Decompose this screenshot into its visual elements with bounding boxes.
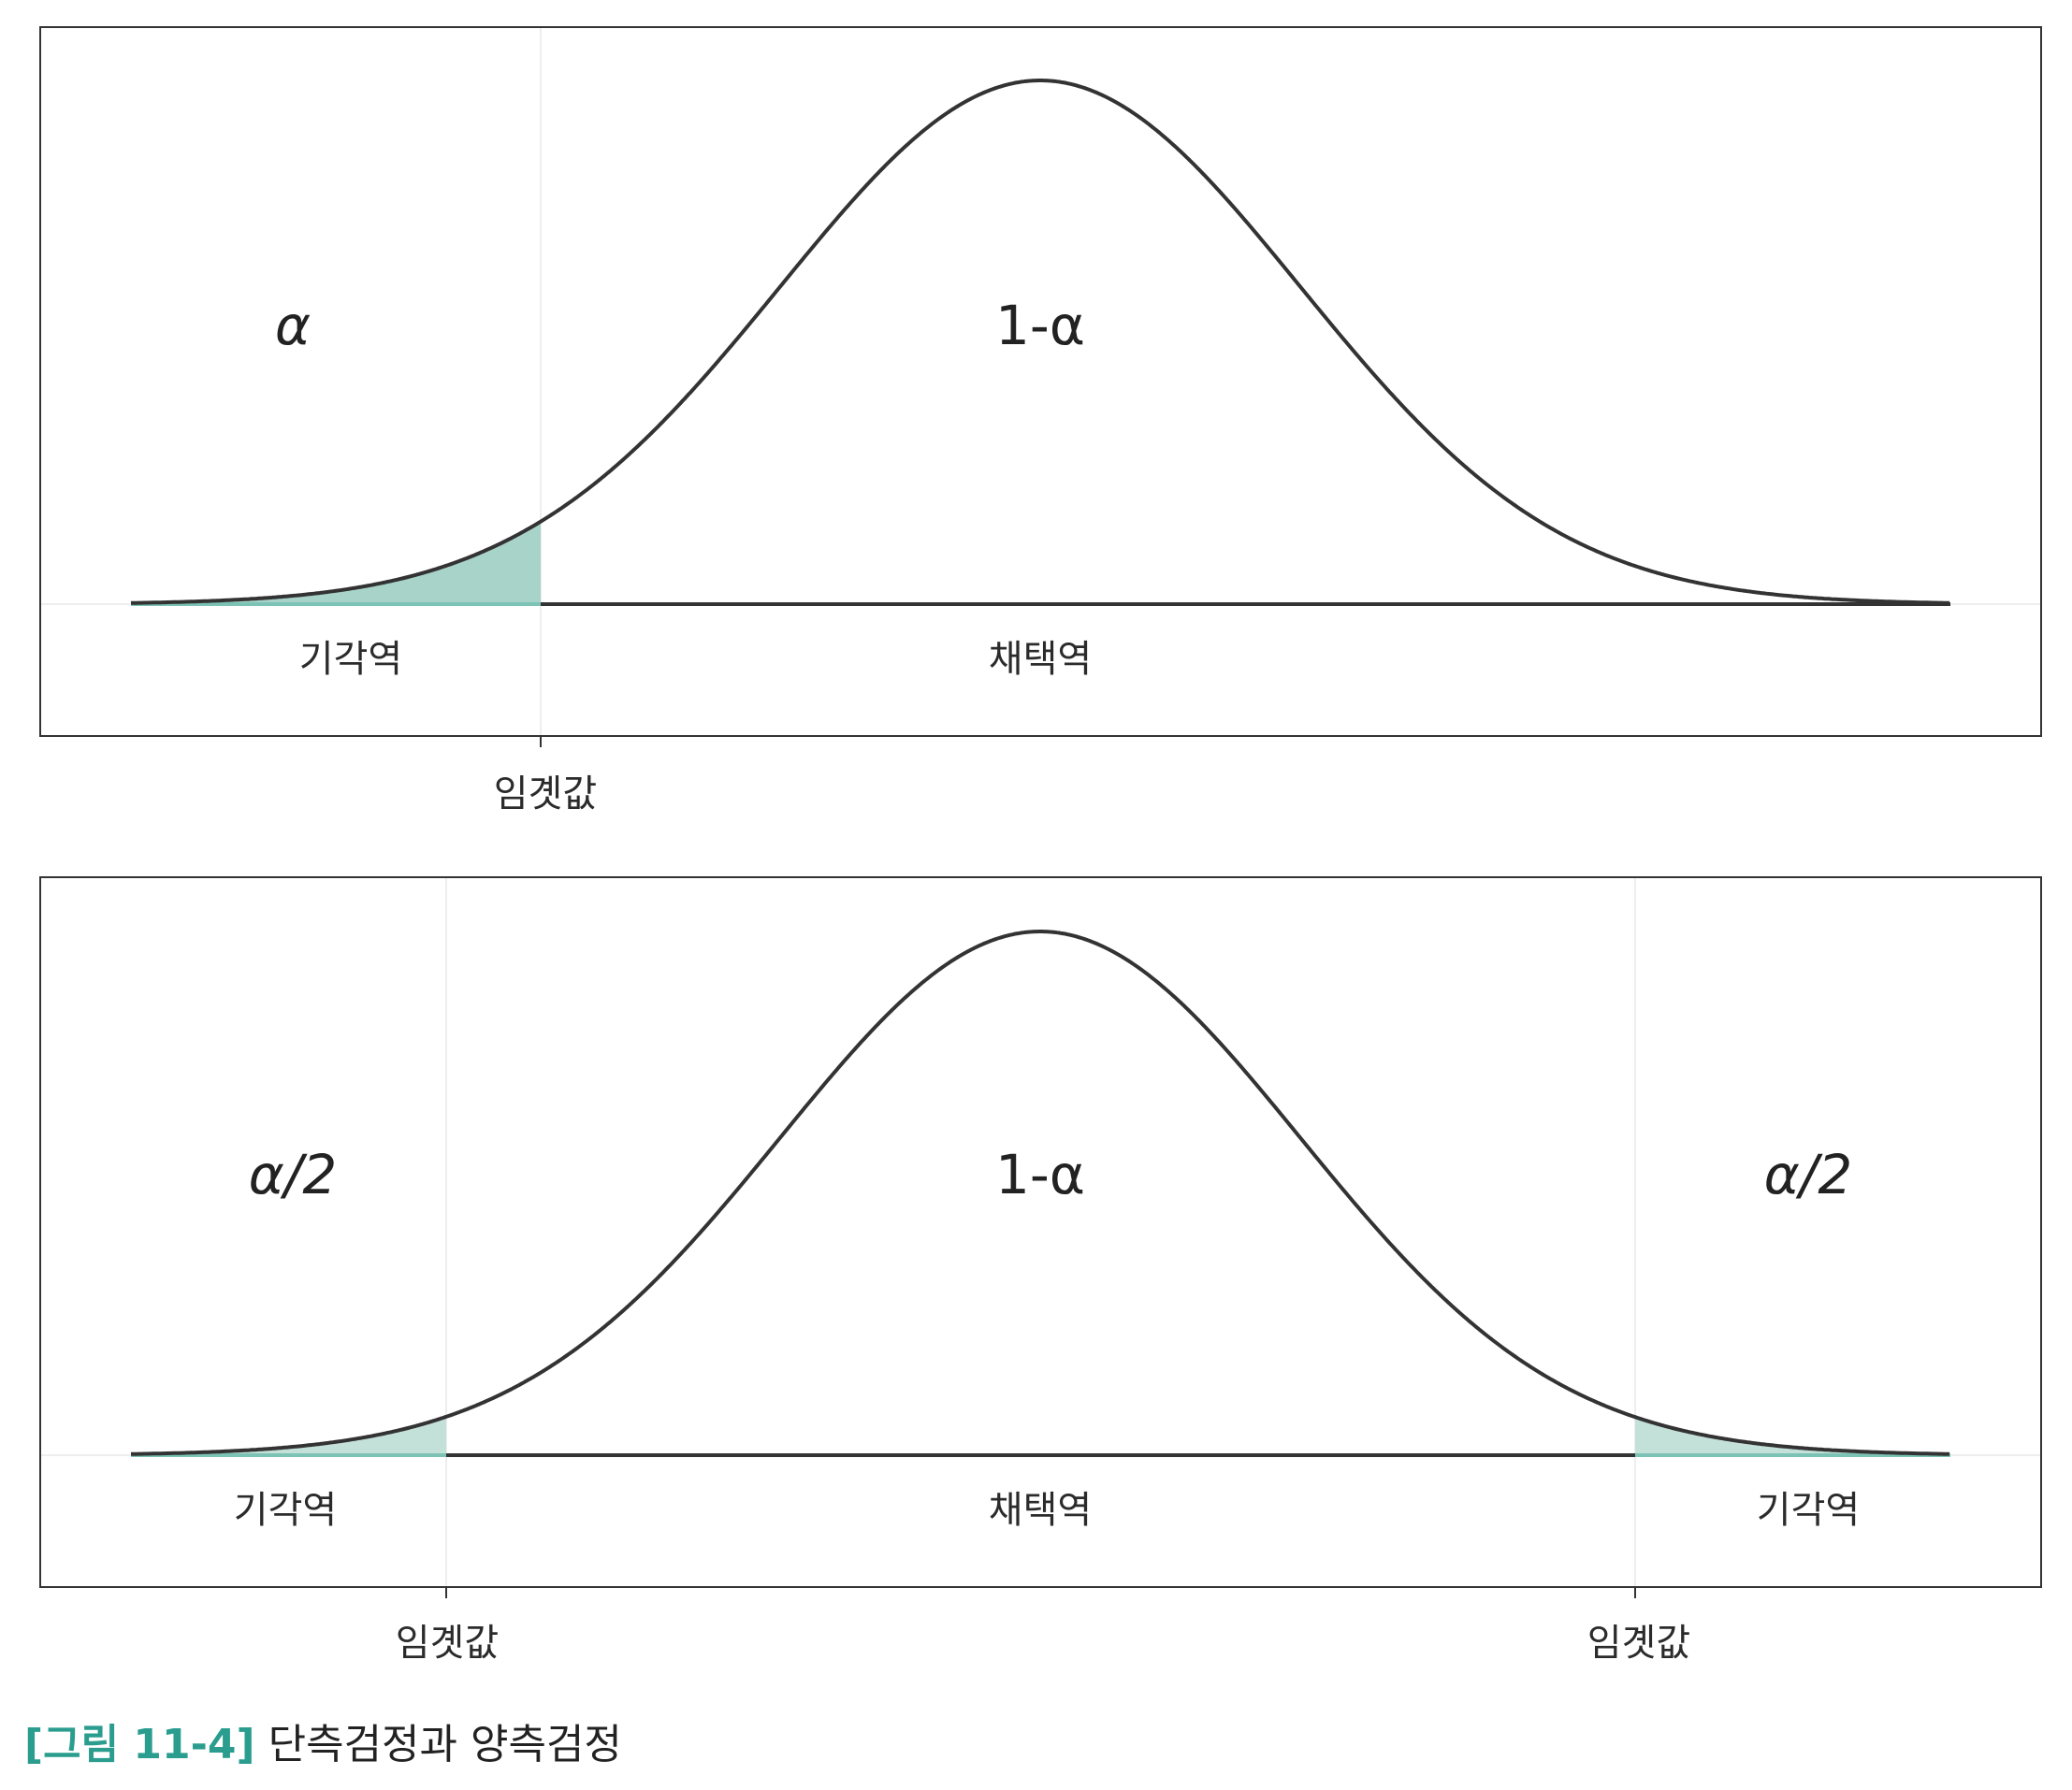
normal-curve xyxy=(130,930,1950,1456)
panel-frame xyxy=(39,876,2042,1588)
rejection-region-label-left: 기각역 xyxy=(234,1489,337,1532)
rejection-region-shade-left xyxy=(131,521,541,604)
rejection-region-shade-right xyxy=(1635,1417,1950,1455)
panel-frame xyxy=(39,26,2042,737)
figure-caption-text: 단측검정과 양측검정 xyxy=(268,1721,622,1768)
figure-caption: [그림 11-4] 단측검정과 양측검정 xyxy=(24,1719,622,1771)
rejection-region-shade-left xyxy=(131,1416,446,1455)
tail-area-label-left: α xyxy=(275,294,311,357)
tail-area-label-left: α/2 xyxy=(249,1143,338,1206)
rejection-region-label-right: 기각역 xyxy=(1757,1489,1860,1532)
critical-value-label-left: 임곗값 xyxy=(494,772,597,816)
center-area-label: 1-α xyxy=(995,294,1085,357)
critical-value-label-right: 임곗값 xyxy=(1587,1622,1690,1665)
acceptance-region-label: 채택역 xyxy=(989,1489,1092,1532)
rejection-region-label-left: 기각역 xyxy=(299,638,402,681)
center-area-label: 1-α xyxy=(995,1143,1085,1206)
panel-two-sided: α/2 1-α α/2 기각역 채택역 기각역 임곗값 임곗값 xyxy=(39,876,2042,1665)
acceptance-region-label: 채택역 xyxy=(989,638,1092,681)
panel-one-sided: α 1-α 기각역 채택역 임곗값 xyxy=(39,26,2042,816)
critical-value-label-left: 임곗값 xyxy=(396,1622,499,1665)
normal-curve xyxy=(130,79,1950,605)
tail-area-label-right: α/2 xyxy=(1764,1143,1853,1206)
figure-number: [그림 11-4] xyxy=(24,1721,255,1768)
